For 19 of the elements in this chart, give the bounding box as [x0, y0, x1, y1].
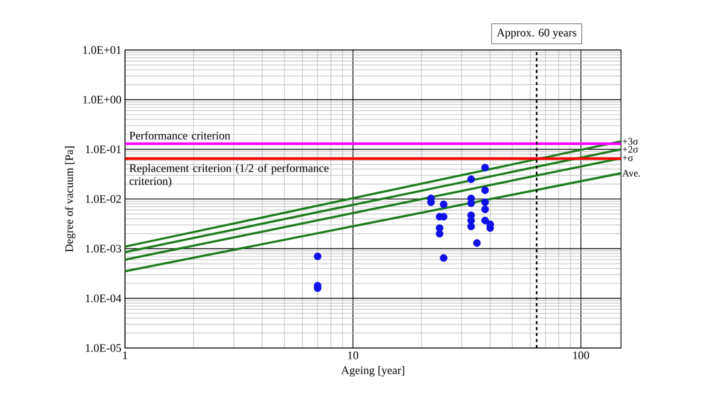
y-tick-label: 1.0E+00	[83, 96, 122, 104]
series-label: +3σ	[622, 138, 638, 145]
series-label: +2σ	[622, 146, 638, 153]
series-label: Ave.	[622, 170, 640, 177]
x-tick-label: 1	[123, 352, 128, 360]
x-tick-label: 10	[348, 352, 358, 360]
y-tick-label: 1.0E-05	[86, 344, 122, 352]
x-tick-label: 100	[573, 352, 590, 360]
ref-line-label: Approx. 60 years	[496, 28, 576, 39]
x-axis-title: Ageing [year]	[341, 366, 404, 377]
y-tick-label: 1.0E-01	[86, 145, 121, 154]
y-axis-title: Degree of vacuum [Pa]	[64, 146, 76, 252]
ref-line-label: Performance criterion	[130, 131, 230, 140]
y-tick-label: 1.0E+01	[83, 46, 121, 54]
series-label: +σ	[622, 155, 634, 162]
y-tick-label: 1.0E-03	[86, 244, 122, 253]
y-tick-label: 1.0E-04	[86, 294, 122, 302]
ref-line-label: Replacement criterion (1/2 of performance criterion)	[130, 164, 329, 188]
y-tick-label: 1.0E-02	[86, 195, 121, 203]
